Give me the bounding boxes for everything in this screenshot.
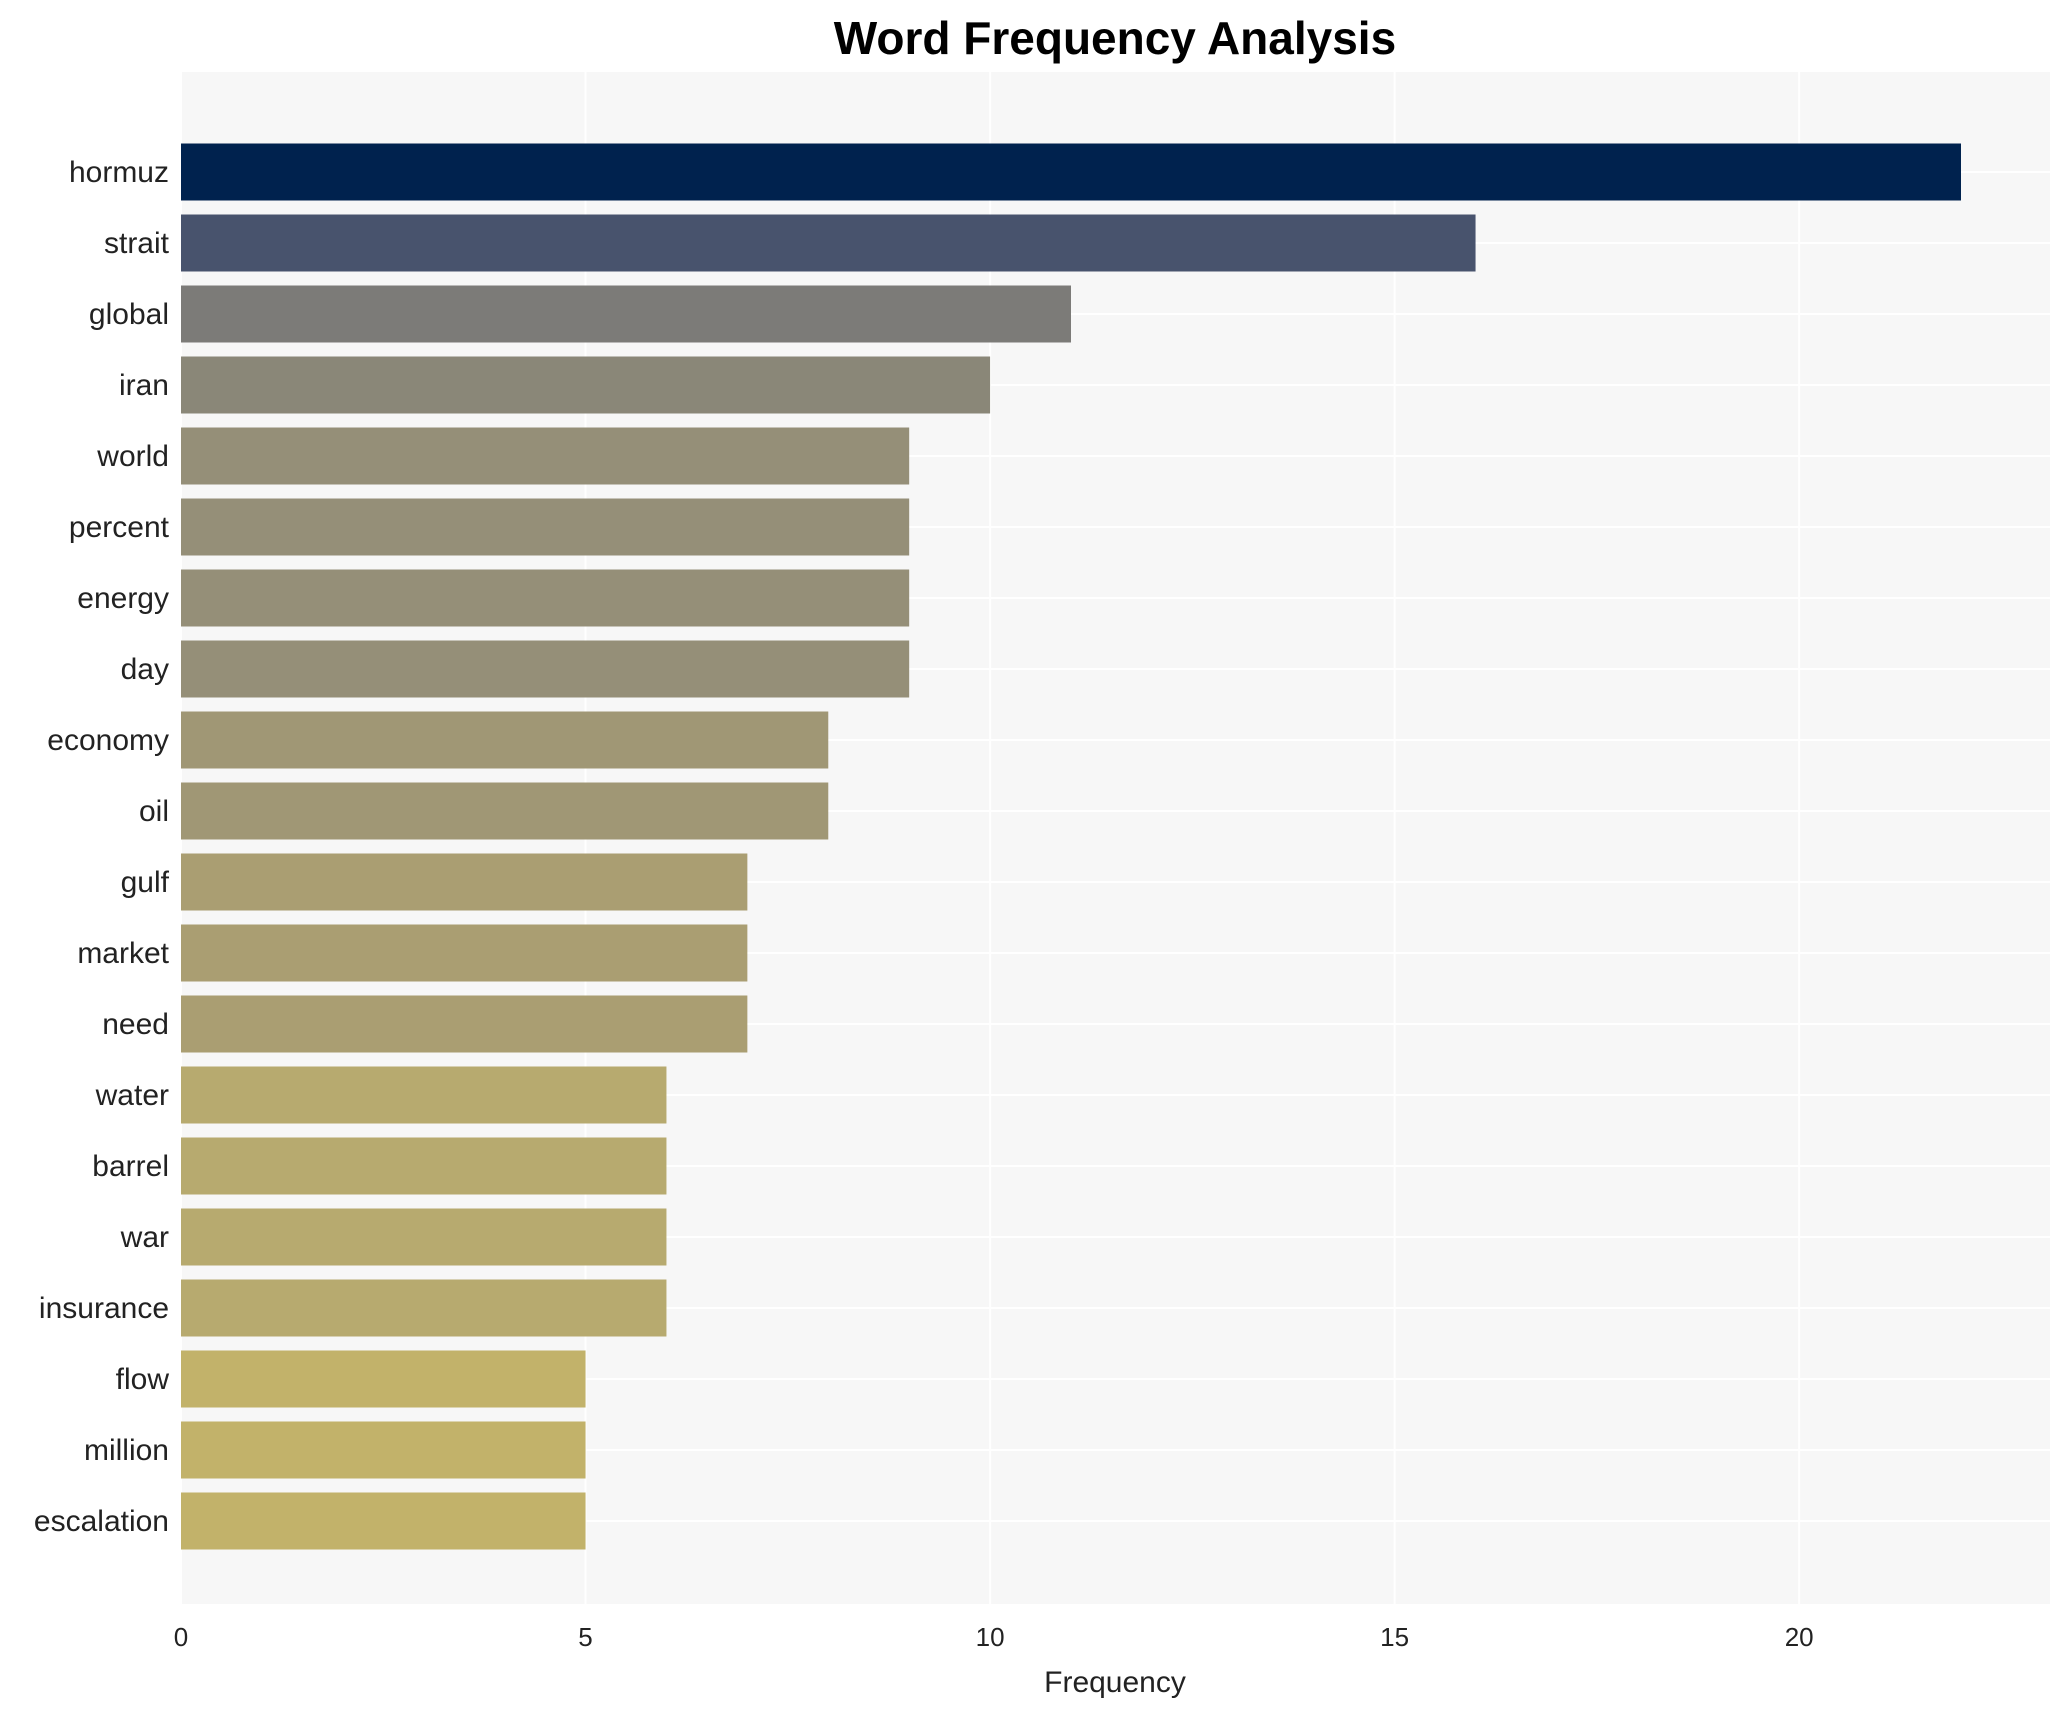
bar-market — [181, 924, 748, 982]
chart-title: Word Frequency Analysis — [834, 12, 1396, 64]
x-tick-label: 0 — [174, 1622, 188, 1652]
y-tick-label: percent — [69, 511, 170, 544]
bar-hormuz — [181, 143, 1961, 201]
y-tick-label: market — [77, 937, 169, 970]
bar-insurance — [181, 1279, 667, 1337]
x-tick-label: 20 — [1785, 1622, 1814, 1652]
y-tick-label: strait — [104, 227, 170, 260]
bar-gulf — [181, 853, 748, 911]
y-tick-label: energy — [77, 582, 169, 615]
y-tick-label: water — [95, 1079, 169, 1112]
bar-war — [181, 1208, 667, 1266]
y-tick-label: day — [121, 653, 169, 686]
x-tick-label: 5 — [578, 1622, 592, 1652]
y-tick-label: escalation — [34, 1505, 169, 1538]
x-tick-label: 10 — [976, 1622, 1005, 1652]
bar-barrel — [181, 1137, 667, 1195]
y-tick-label: million — [84, 1434, 169, 1467]
bar-iran — [181, 356, 991, 414]
bar-strait — [181, 214, 1476, 272]
bar-day — [181, 640, 910, 698]
bar-million — [181, 1421, 586, 1479]
bar-energy — [181, 569, 910, 627]
bar-percent — [181, 498, 910, 556]
y-tick-label: gulf — [121, 866, 170, 899]
y-tick-label: global — [89, 298, 169, 331]
bar-escalation — [181, 1492, 586, 1550]
y-tick-label: economy — [47, 724, 169, 757]
bar-oil — [181, 782, 829, 840]
bar-global — [181, 285, 1071, 343]
bar-economy — [181, 711, 829, 769]
bar-world — [181, 427, 910, 485]
y-tick-label: iran — [119, 369, 169, 402]
y-tick-label: barrel — [92, 1150, 169, 1183]
y-tick-label: world — [96, 440, 169, 473]
y-tick-label: hormuz — [69, 156, 169, 189]
x-tick-label: 15 — [1380, 1622, 1409, 1652]
bar-water — [181, 1066, 667, 1124]
y-tick-label: need — [102, 1008, 169, 1041]
y-tick-label: war — [120, 1221, 169, 1254]
y-tick-label: insurance — [39, 1292, 169, 1325]
bar-flow — [181, 1350, 586, 1408]
x-axis-label: Frequency — [1044, 1666, 1186, 1699]
bar-need — [181, 995, 748, 1053]
y-tick-label: flow — [116, 1363, 170, 1396]
y-tick-label: oil — [139, 795, 169, 828]
